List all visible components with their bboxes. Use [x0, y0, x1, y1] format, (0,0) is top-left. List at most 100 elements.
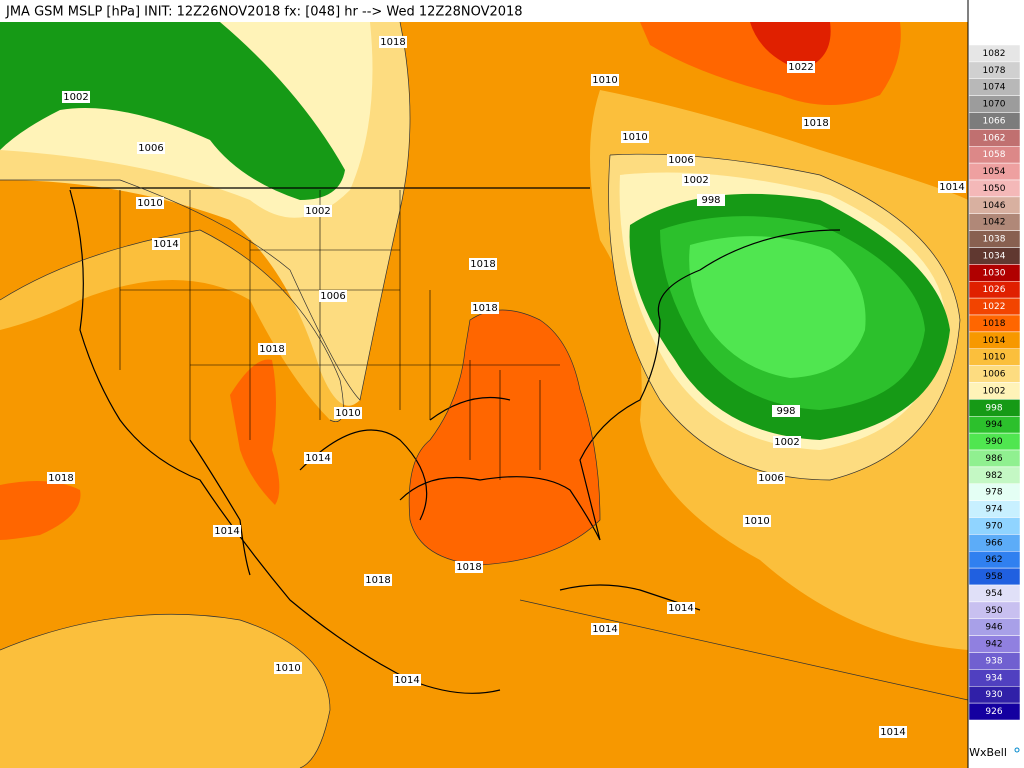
- contour-label: 1006: [320, 291, 345, 302]
- contour-label-box: [379, 36, 407, 48]
- contour-label: 1018: [472, 303, 497, 314]
- isobars: [0, 21, 969, 768]
- contour-label-box: [743, 515, 771, 527]
- contour-label: 1010: [137, 198, 162, 209]
- contour-label: 1014: [668, 603, 693, 614]
- contour-label: 1018: [470, 259, 495, 270]
- contour-label-box: [621, 131, 649, 143]
- contour-label-box: [364, 574, 392, 586]
- colorbar-label: 966: [985, 538, 1002, 548]
- colorbar-label: 930: [985, 690, 1002, 700]
- contour-label-box: [136, 197, 164, 209]
- high-region: [0, 481, 81, 540]
- contour-label: 1010: [744, 516, 769, 527]
- contour-label-box: [213, 525, 241, 537]
- contour-label-box: [304, 452, 332, 464]
- colorbar-label: 926: [985, 707, 1002, 717]
- contour-label-box: [471, 302, 499, 314]
- colorbar-label: 1002: [983, 386, 1006, 396]
- contour-label: 1014: [214, 526, 239, 537]
- contour-label-box: [697, 194, 725, 206]
- colorbar-label: 1026: [983, 285, 1006, 295]
- high-region: [230, 359, 280, 505]
- colorbar-label: 998: [985, 403, 1002, 413]
- contour-label: 1010: [335, 408, 360, 419]
- colorbar-label: 1034: [983, 251, 1006, 261]
- field-band: [0, 614, 330, 768]
- high-region: [409, 310, 600, 565]
- credit-logo: [1014, 747, 1020, 753]
- contour-label: 1002: [683, 175, 708, 186]
- colorbar-label: 934: [985, 673, 1002, 683]
- contour-label: 1002: [774, 437, 799, 448]
- contour-label: 1006: [138, 143, 163, 154]
- colorbar-label: 1010: [983, 353, 1006, 363]
- colorbar-label: 954: [985, 589, 1002, 599]
- high-region: [640, 22, 901, 105]
- contour-label: 1010: [275, 663, 300, 674]
- contour-label: 1018: [803, 118, 828, 129]
- colorbar-label: 946: [985, 623, 1002, 633]
- contour-label-box: [667, 154, 695, 166]
- colorbar-label: 990: [985, 437, 1002, 447]
- contour-label: 1010: [592, 75, 617, 86]
- title-bar: [0, 0, 968, 22]
- colorbar-label: 942: [985, 640, 1002, 650]
- colorbar-label: 1046: [983, 201, 1006, 211]
- contour-label: 1014: [305, 453, 330, 464]
- contour-label: 1006: [668, 155, 693, 166]
- contour-label-box: [667, 602, 695, 614]
- contour-label-box: [137, 142, 165, 154]
- colorbar: 1082 1078 1074 1070 1066 1062 1058 1054 1050 1046…: [968, 44, 1021, 721]
- contour-label-box: [469, 258, 497, 270]
- credit: WxBell: [969, 746, 1007, 759]
- colorbar-label: 938: [985, 656, 1002, 666]
- map: 1018 1002 1006 1010 1014 1002 1006 1018 1018 1018…: [0, 21, 969, 768]
- contour-label-box: [393, 674, 421, 686]
- contour-label: 1018: [259, 344, 284, 355]
- contour-label: 1014: [880, 727, 905, 738]
- colorbar-label: 1006: [983, 370, 1006, 380]
- contour-label: 1014: [394, 675, 419, 686]
- contour-label-box: [152, 238, 180, 250]
- colorbar-label: 1038: [983, 235, 1006, 245]
- contour-label-box: [879, 726, 907, 738]
- contour-label-box: [455, 561, 483, 573]
- contour-label: 1002: [63, 92, 88, 103]
- contour-label-box: [757, 472, 785, 484]
- colorbar-label: 1054: [983, 167, 1006, 177]
- contour-label-box: [47, 472, 75, 484]
- colorbar-label: 994: [985, 420, 1002, 430]
- colorbar-label: 1066: [983, 116, 1006, 126]
- contour-labels: 1018 1002 1006 1010 1014 1002 1006 1018 1018 1018…: [47, 36, 966, 738]
- contour-label-box: [802, 117, 830, 129]
- low-region: [689, 236, 866, 378]
- colorbar-label: 1014: [983, 336, 1006, 346]
- low-region: [0, 22, 345, 200]
- contour-label-box: [334, 407, 362, 419]
- colorbar-label: 1082: [983, 49, 1006, 59]
- contour-label: 1014: [939, 182, 964, 193]
- colorbar-label: 1058: [983, 150, 1006, 160]
- colorbar-label: 958: [985, 572, 1002, 582]
- contour-label: 1018: [48, 473, 73, 484]
- colorbar-label: 978: [985, 488, 1002, 498]
- contour-label-box: [319, 290, 347, 302]
- contour-label: 1018: [380, 37, 405, 48]
- field-band: [0, 230, 344, 422]
- contour-label-box: [682, 174, 710, 186]
- map-title: JMA GSM MSLP [hPa] INIT: 12Z26NOV2018 fx…: [5, 5, 523, 20]
- contour-label: 1022: [788, 62, 813, 73]
- contour-label-box: [773, 436, 801, 448]
- colorbar-label: 1062: [983, 133, 1006, 143]
- colorbar-label: 1042: [983, 218, 1006, 228]
- contour-label: 998: [776, 406, 795, 417]
- colorbar-label: 1030: [983, 268, 1006, 278]
- colorbar-label: 1050: [983, 184, 1006, 194]
- high-region: [750, 22, 831, 70]
- contour-label: 998: [701, 195, 720, 206]
- contour-label-box: [772, 405, 800, 417]
- colorbar-label: 1018: [983, 319, 1006, 329]
- colorbar-label: 970: [985, 521, 1002, 531]
- contour-label-box: [591, 74, 619, 86]
